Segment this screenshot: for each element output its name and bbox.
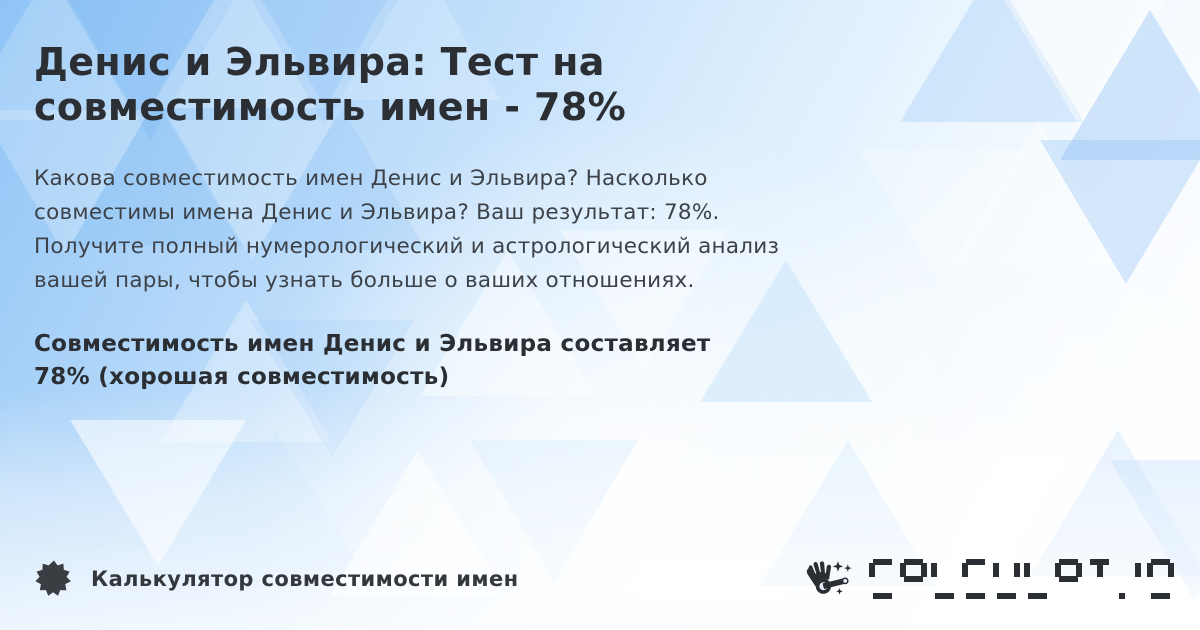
bg-triangle	[258, 108, 426, 250]
logo-char-l	[931, 559, 958, 599]
bg-triangle	[700, 260, 872, 402]
logo-char-c2	[962, 559, 989, 599]
site-logo[interactable]	[802, 558, 1174, 600]
hand-magic-wand-icon	[806, 561, 852, 595]
starburst-icon	[35, 560, 71, 596]
logo-char-u	[993, 559, 1020, 599]
logo-wordmark	[869, 559, 1174, 599]
logo-char-i	[1132, 559, 1143, 599]
bg-triangle	[70, 100, 242, 246]
compatibility-result-statement: Совместимость имен Денис и Эльвира соста…	[34, 330, 711, 390]
bg-light-wash	[0, 390, 1200, 630]
logo-char-a2	[1055, 559, 1082, 599]
bg-triangle	[0, 0, 140, 120]
bg-triangle	[860, 150, 1028, 290]
logo-char-a	[900, 559, 927, 599]
bg-triangle	[330, 0, 500, 100]
bg-triangle	[995, 0, 1175, 135]
card-footer: Калькулятор совместимости имен	[0, 534, 1200, 630]
logo-char-t	[1086, 559, 1113, 599]
bg-triangle	[560, 230, 728, 370]
bg-triangle	[150, 0, 326, 108]
bg-triangle	[240, 0, 410, 125]
page-title: Денис и Эльвира: Тест на совместимость и…	[34, 40, 627, 129]
bg-triangle	[1040, 140, 1200, 284]
bg-triangle	[0, 110, 150, 255]
intro-paragraph: Какова совместимость имен Денис и Эльвир…	[34, 165, 780, 293]
logo-char-l2	[1024, 559, 1051, 599]
bg-triangle	[170, 120, 334, 260]
logo-char-o	[1147, 559, 1174, 599]
logo-char-dot	[1117, 559, 1128, 599]
bg-triangle	[420, 250, 596, 396]
bg-triangle	[60, 0, 240, 140]
logo-char-c	[869, 559, 896, 599]
footer-brand-label: Калькулятор совместимости имен	[91, 567, 519, 591]
footer-brand: Калькулятор совместимости имен	[34, 559, 519, 599]
bg-triangle	[900, 0, 1084, 122]
bg-triangle	[1060, 10, 1200, 160]
bg-triangle	[950, 120, 1126, 266]
